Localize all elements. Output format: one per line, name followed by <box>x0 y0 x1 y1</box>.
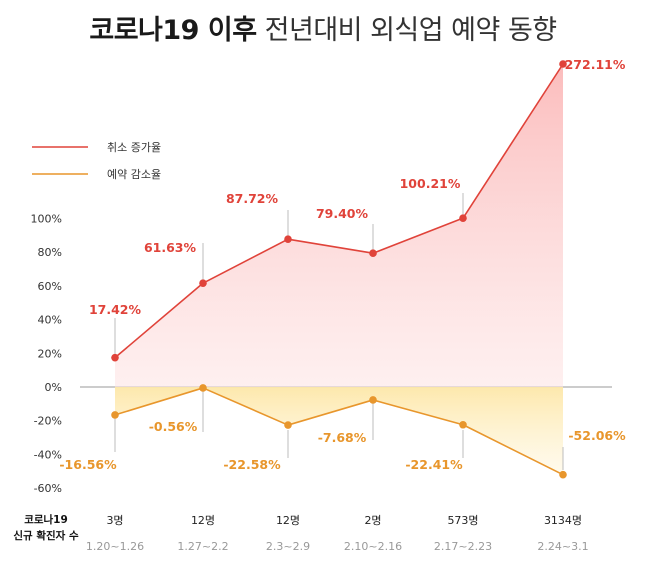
reserve-data-label: -22.41% <box>405 457 463 472</box>
reserve-point <box>199 384 207 392</box>
cancel-point <box>111 353 119 362</box>
reserve-point <box>459 420 467 429</box>
series-points <box>111 60 567 479</box>
x-category-label: 12명 <box>276 514 300 527</box>
title-bold: 코로나19 이후 <box>89 15 257 46</box>
reserve-data-label: -0.56% <box>149 419 198 434</box>
x-axis: 코로나19 신규 확진자 수 3명 12명 12명 2명 573명 3134명 1.20~1… <box>13 513 588 553</box>
y-tick-label: 80% <box>38 246 62 259</box>
reserve-area <box>115 387 563 475</box>
y-tick-label: -20% <box>34 415 62 428</box>
cancel-line <box>114 63 564 359</box>
x-category-label: 12명 <box>191 514 215 527</box>
y-axis: 100% 80% 60% 40% 20% 0% -20% -40% -60% <box>31 213 62 496</box>
cancel-area <box>115 64 563 387</box>
y-tick-label: 0% <box>45 381 62 394</box>
reserve-data-label: -52.06% <box>568 428 626 443</box>
x-category-label: 3134명 <box>544 514 582 527</box>
x-category-label: 573명 <box>447 514 478 527</box>
x-period-label: 1.27~2.2 <box>177 540 228 553</box>
reserve-point <box>284 421 292 429</box>
chart-title: 코로나19 이후 전년대비 외식업 예약 동향 <box>0 8 646 47</box>
x-period-label: 2.24~3.1 <box>537 540 588 553</box>
reserve-data-label: -7.68% <box>318 430 367 445</box>
cancel-point <box>284 235 292 243</box>
series-lines <box>114 63 564 476</box>
legend-reserve-label: 예약 감소율 <box>107 167 161 181</box>
reserve-point <box>559 470 567 479</box>
cancel-data-label: 87.72% <box>226 191 279 206</box>
y-tick-label: 20% <box>38 347 62 360</box>
series-areas <box>115 64 563 475</box>
reserve-point <box>111 411 119 419</box>
x-period-label: 2.10~2.16 <box>344 540 402 553</box>
cancel-point <box>369 249 377 258</box>
cancel-point <box>459 214 467 222</box>
title-light: 전년대비 외식업 예약 동향 <box>264 15 558 46</box>
cancel-data-label: 61.63% <box>144 240 197 255</box>
y-tick-label: 100% <box>31 213 62 226</box>
cancel-data-label: 100.21% <box>400 176 461 191</box>
cancel-point <box>559 60 567 68</box>
y-tick-label: 60% <box>38 280 62 293</box>
y-tick-label: -60% <box>34 482 62 495</box>
cancel-data-label: 79.40% <box>316 206 369 221</box>
reserve-point <box>369 396 377 404</box>
reserve-data-label: -22.58% <box>223 457 281 472</box>
reserve-line <box>114 387 564 476</box>
y-tick-label: 40% <box>38 314 62 327</box>
x-category-label: 3명 <box>106 514 123 527</box>
reserve-data-label: -16.56% <box>59 457 117 472</box>
row-label-line1: 코로나19 <box>24 513 68 526</box>
legend-cancel-label: 취소 증가율 <box>107 141 161 154</box>
x-category-label: 2명 <box>364 514 381 527</box>
cancel-point <box>199 279 207 287</box>
x-period-label: 1.20~1.26 <box>86 540 144 553</box>
x-period-label: 2.17~2.23 <box>434 540 492 553</box>
x-period-label: 2.3~2.9 <box>266 540 310 553</box>
cancel-data-label: 272.11% <box>565 57 626 72</box>
cancel-data-label: 17.42% <box>89 302 142 317</box>
y-tick-label: -40% <box>34 448 62 461</box>
row-label-line2: 신규 확진자 수 <box>13 529 79 542</box>
data-labels: 17.42% 61.63% 87.72% 79.40% 100.21% 272.11% -1… <box>59 57 626 472</box>
